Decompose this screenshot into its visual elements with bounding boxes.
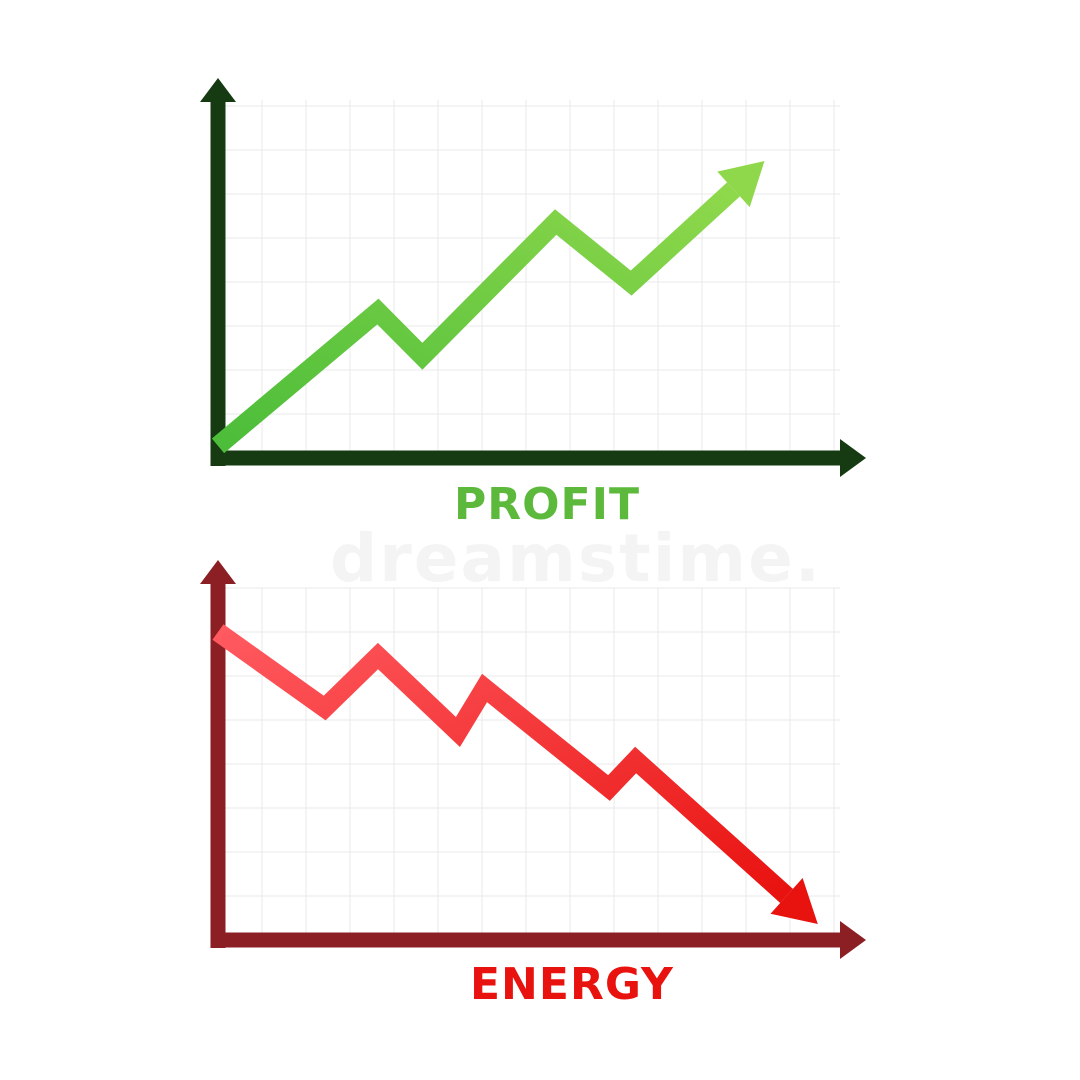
- y-axis-arrowhead: [200, 560, 236, 584]
- series-line: [212, 624, 793, 903]
- profit-chart: [200, 78, 866, 477]
- energy-chart: [200, 560, 866, 959]
- watermark-text: dreamstime.: [330, 520, 822, 597]
- energy-chart-title: ENERGY: [470, 959, 674, 1010]
- series-line: [211, 182, 740, 454]
- series-arrowhead: [770, 878, 818, 924]
- x-axis-arrowhead: [840, 921, 866, 959]
- y-axis-arrowhead: [200, 78, 236, 102]
- profit-chart-title: PROFIT: [454, 479, 640, 530]
- series-arrowhead: [717, 161, 765, 208]
- x-axis-arrowhead: [840, 439, 866, 477]
